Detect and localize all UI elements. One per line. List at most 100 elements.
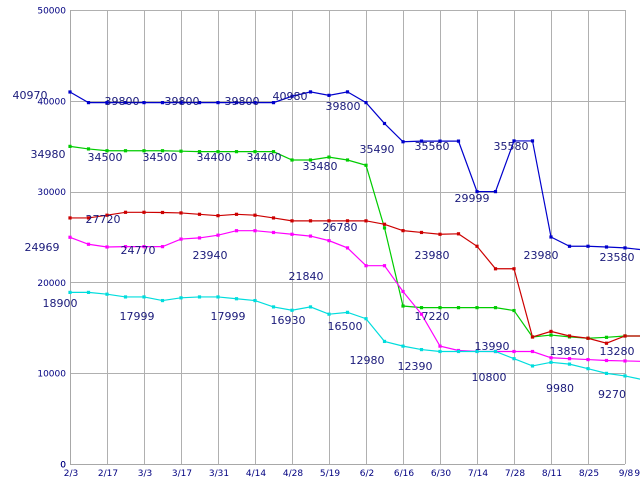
data-point-marker [105,245,109,249]
data-point-marker [327,219,331,223]
data-point-marker [327,239,331,243]
data-point-marker [234,101,239,105]
data-point-marker [549,329,553,334]
data-point-marker [308,305,313,309]
data-point-label: 9980 [546,382,574,395]
series-lines [69,91,640,380]
data-point-marker [142,101,146,105]
data-point-marker [179,211,183,215]
data-point-marker [364,264,368,268]
data-point-marker [86,290,91,294]
data-point-marker [142,295,146,299]
y-tick-label: 40000 [37,97,66,107]
data-point-marker [179,149,183,153]
x-tick-label: 5/19 [320,469,340,479]
data-point-marker [512,357,516,361]
y-tick-label: 30000 [37,188,66,198]
data-point-label: 18900 [43,297,78,310]
data-point-marker [475,244,479,248]
x-tick-label: 9/8 [619,469,634,479]
data-point-marker [604,371,609,375]
data-point-label: 23580 [600,251,635,264]
data-point-marker [345,90,350,94]
data-point-label: 39800 [105,95,140,108]
data-point-label: 12390 [398,360,433,373]
data-point-marker [345,158,350,162]
data-point-marker [475,190,479,194]
data-point-marker [68,90,72,94]
x-tick-label: 3/31 [209,469,229,479]
data-point-marker [234,297,239,301]
data-point-marker [290,158,294,162]
y-tick-label: 10000 [37,370,66,380]
data-point-marker [623,246,627,250]
data-point-label: 34500 [143,151,178,164]
data-point-marker [253,213,257,217]
x-tick-label: 8/25 [579,469,599,479]
data-point-marker [549,235,553,239]
data-point-marker [456,349,461,354]
data-point-marker [123,210,128,214]
x-axis-origin-label: 0 [60,461,66,471]
data-point-marker [253,150,257,154]
data-point-label: 39800 [165,95,200,108]
data-point-marker [364,219,368,223]
data-point-label: 40970 [13,89,48,102]
data-point-marker [401,229,405,233]
data-point-label: 24969 [25,241,60,254]
data-point-marker [216,214,220,218]
data-point-marker [438,232,442,236]
data-point-label: 34400 [247,151,282,164]
data-point-label: 10800 [472,371,507,384]
data-point-marker [197,236,202,240]
data-point-marker [142,149,146,153]
x-tick-label: 9/15 [634,469,640,479]
data-point-label: 35490 [360,143,395,156]
data-point-marker [401,304,405,308]
data-point-marker [234,229,239,233]
data-point-marker [68,290,72,294]
data-point-marker [586,357,590,362]
data-point-marker [530,335,535,339]
data-point-marker [68,216,72,220]
x-axis-tick-labels: 2/3 2/17 3/3 3/17 3/31 4/14 4/28 5/19 6/2 6/16 6/3… [60,461,640,480]
data-point-marker [475,306,479,310]
data-point-marker [234,212,239,216]
data-point-marker [586,336,590,340]
x-tick-label: 8/11 [542,469,562,479]
data-point-marker [530,349,535,354]
data-point-marker [586,244,590,248]
data-point-marker [271,216,276,220]
data-point-label: 24770 [121,244,156,257]
data-point-marker [327,93,331,97]
data-point-marker [197,101,202,105]
y-tick-label: 0 [60,461,66,471]
data-point-marker [567,244,572,248]
x-tick-label: 7/14 [468,469,488,479]
x-tick-label: 2/3 [64,469,78,479]
data-point-marker [160,245,165,249]
data-point-marker [512,308,516,313]
x-tick-label: 6/16 [394,469,414,479]
data-point-marker [567,362,572,366]
data-point-marker [382,226,387,230]
data-point-marker [68,144,72,148]
data-point-marker [179,237,183,241]
x-tick-label: 6/2 [360,469,374,479]
data-point-marker [364,163,368,167]
data-point-marker [160,210,165,215]
data-point-label: 13850 [550,345,585,358]
data-point-label: 12980 [350,354,385,367]
data-point-marker [179,296,183,300]
data-point-marker [123,245,128,249]
data-point-marker [86,216,91,220]
data-point-marker [290,232,294,236]
data-point-marker [456,306,461,310]
data-point-marker [586,367,590,371]
data-point-marker [327,155,331,159]
data-point-marker [604,358,609,363]
data-point-marker [290,219,294,223]
data-point-marker [271,305,276,309]
data-point-marker [623,359,627,363]
